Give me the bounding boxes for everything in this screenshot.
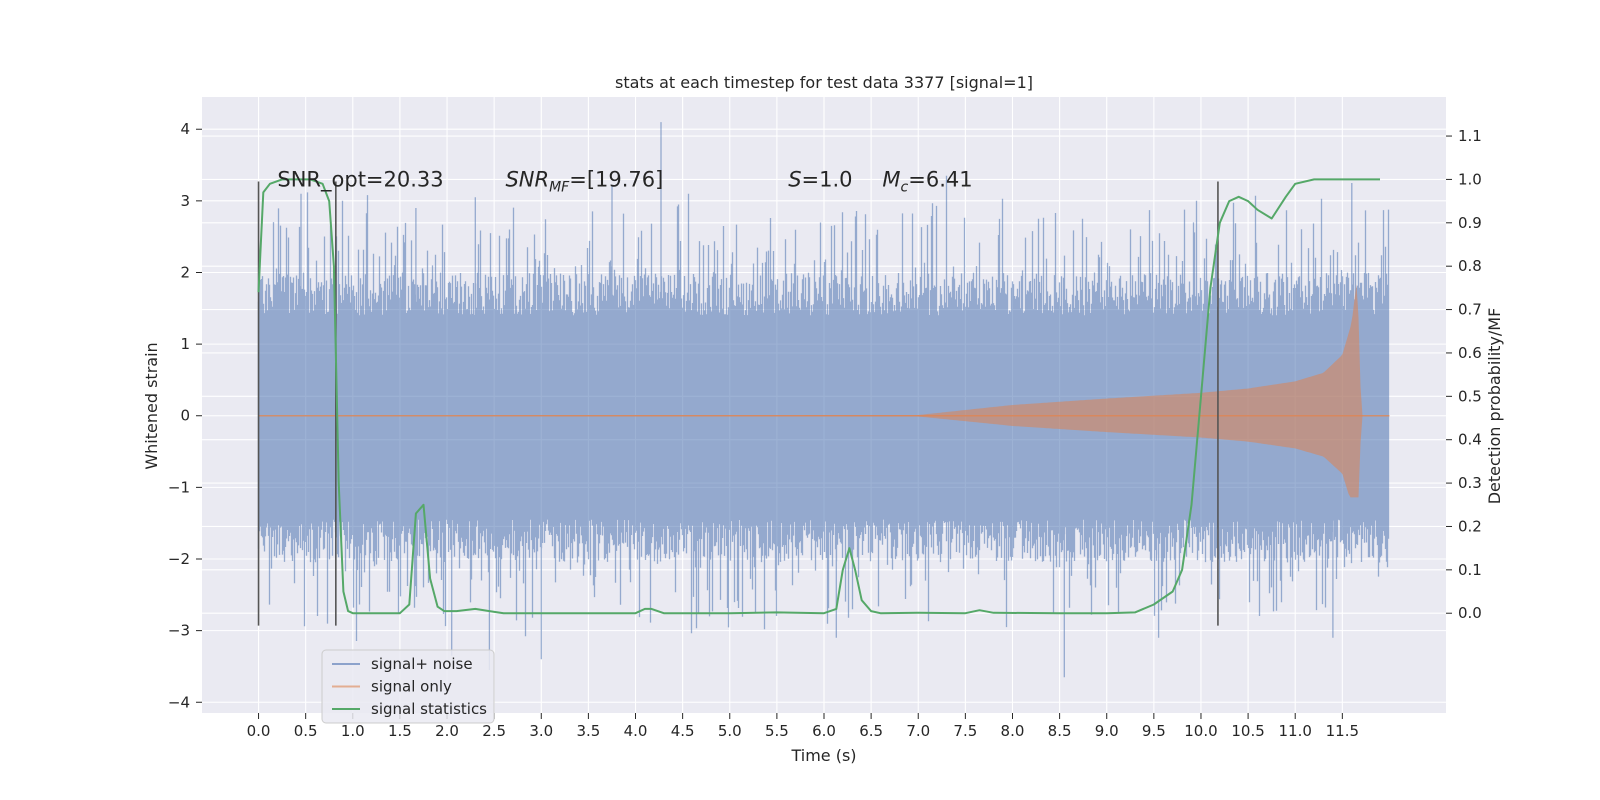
signal-only-series <box>258 284 1390 498</box>
y-right-tick-label: 0.7 <box>1458 301 1482 319</box>
x-tick-label: 0.0 <box>247 722 271 740</box>
y-left-tick-label: −1 <box>168 478 190 496</box>
x-tick-label: 7.0 <box>906 722 930 740</box>
x-tick-label: 4.5 <box>671 722 695 740</box>
x-tick-label: 6.5 <box>859 722 883 740</box>
x-axis-ticks: 0.0 0.5 1.0 1.5 2.0 2.5 3.0 3.5 4.0 4.5 5.0 5.5 6.0 6… <box>247 713 1359 740</box>
left-y-axis-label: Whitened strain <box>142 342 161 469</box>
annotation-0: SNR_opt=20.33 <box>277 167 443 192</box>
x-tick-label: 8.0 <box>1001 722 1025 740</box>
y-left-tick-label: 3 <box>180 192 190 210</box>
y-left-tick-label: −3 <box>168 622 190 640</box>
y-right-tick-label: 0.8 <box>1458 257 1482 275</box>
y-right-tick-label: 0.4 <box>1458 431 1482 449</box>
annotation-3: Mc=6.41 <box>882 167 972 195</box>
legend-label: signal+ noise <box>371 655 473 673</box>
x-tick-label: 4.0 <box>624 722 648 740</box>
annotation-rest: =1.0 <box>802 167 853 191</box>
x-tick-label: 7.5 <box>953 722 977 740</box>
x-tick-label: 1.0 <box>341 722 365 740</box>
annotation-rest: =6.41 <box>908 167 972 191</box>
x-tick-label: 11.5 <box>1326 722 1359 740</box>
annotation-subscript: MF <box>549 179 570 195</box>
annotation-subscript: c <box>901 179 909 195</box>
y-right-tick-label: 0.0 <box>1458 604 1482 622</box>
y-right-tick-label: 0.2 <box>1458 517 1482 535</box>
y-left-tick-label: 4 <box>180 120 190 138</box>
y-left-tick-label: 1 <box>180 335 190 353</box>
annotation-main: S <box>788 167 801 191</box>
x-tick-label: 0.5 <box>294 722 318 740</box>
x-tick-label: 10.5 <box>1231 722 1264 740</box>
annotation-main: SNR <box>505 167 549 191</box>
y-right-tick-label: 0.3 <box>1458 474 1482 492</box>
chart-title: stats at each timestep for test data 337… <box>615 73 1033 92</box>
x-tick-label: 3.5 <box>576 722 600 740</box>
y-left-tick-label: −4 <box>168 693 190 711</box>
x-tick-label: 6.0 <box>812 722 836 740</box>
y-left-tick-label: −2 <box>168 550 190 568</box>
x-tick-label: 5.5 <box>765 722 789 740</box>
left-y-axis-ticks: 4 3 2 1 0 −1 −2 −3 −4 <box>168 120 202 711</box>
x-tick-label: 11.0 <box>1279 722 1312 740</box>
x-tick-label: 8.5 <box>1048 722 1072 740</box>
traces <box>257 122 1390 678</box>
legend-label: signal statistics <box>371 700 487 718</box>
annotation-main: M <box>882 167 900 191</box>
legend-label: signal only <box>371 678 452 696</box>
y-right-tick-label: 0.6 <box>1458 344 1482 362</box>
x-axis-label: Time (s) <box>790 746 856 765</box>
x-tick-label: 9.5 <box>1142 722 1166 740</box>
vertical-markers <box>257 181 1219 626</box>
annotation-1: SNRMF=[19.76] <box>505 167 663 195</box>
annotation-main: SNR_opt=20.33 <box>277 167 443 192</box>
y-left-tick-label: 0 <box>180 407 190 425</box>
x-tick-label: 10.0 <box>1184 722 1217 740</box>
y-right-tick-label: 0.5 <box>1458 387 1482 405</box>
legend: signal+ noise signal only signal statistic… <box>321 649 495 724</box>
annotation-2: S=1.0 <box>788 167 852 191</box>
annotations: SNR_opt=20.33 SNRMF=[19.76] S=1.0 Mc=6.41 <box>277 167 972 195</box>
right-y-axis-ticks: 1.1 1.0 0.9 0.8 0.7 0.6 0.5 0.4 0.3 0.2 0.1 0.0 <box>1446 127 1482 622</box>
x-tick-label: 2.0 <box>435 722 459 740</box>
signal-statistics-line <box>257 178 1380 615</box>
right-y-axis-label: Detection probability/MF <box>1485 308 1504 505</box>
y-right-tick-label: 1.1 <box>1458 127 1482 145</box>
x-tick-label: 9.0 <box>1095 722 1119 740</box>
x-tick-label: 5.0 <box>718 722 742 740</box>
y-right-tick-label: 1.0 <box>1458 170 1482 188</box>
signal-statistics-series <box>257 178 1380 615</box>
x-tick-label: 1.5 <box>388 722 412 740</box>
x-tick-label: 3.0 <box>529 722 553 740</box>
annotation-rest: =[19.76] <box>569 167 663 191</box>
x-tick-label: 2.5 <box>482 722 506 740</box>
y-right-tick-label: 0.9 <box>1458 214 1482 232</box>
y-right-tick-label: 0.1 <box>1458 561 1482 579</box>
y-left-tick-label: 2 <box>180 263 190 281</box>
legend-box <box>321 649 495 724</box>
